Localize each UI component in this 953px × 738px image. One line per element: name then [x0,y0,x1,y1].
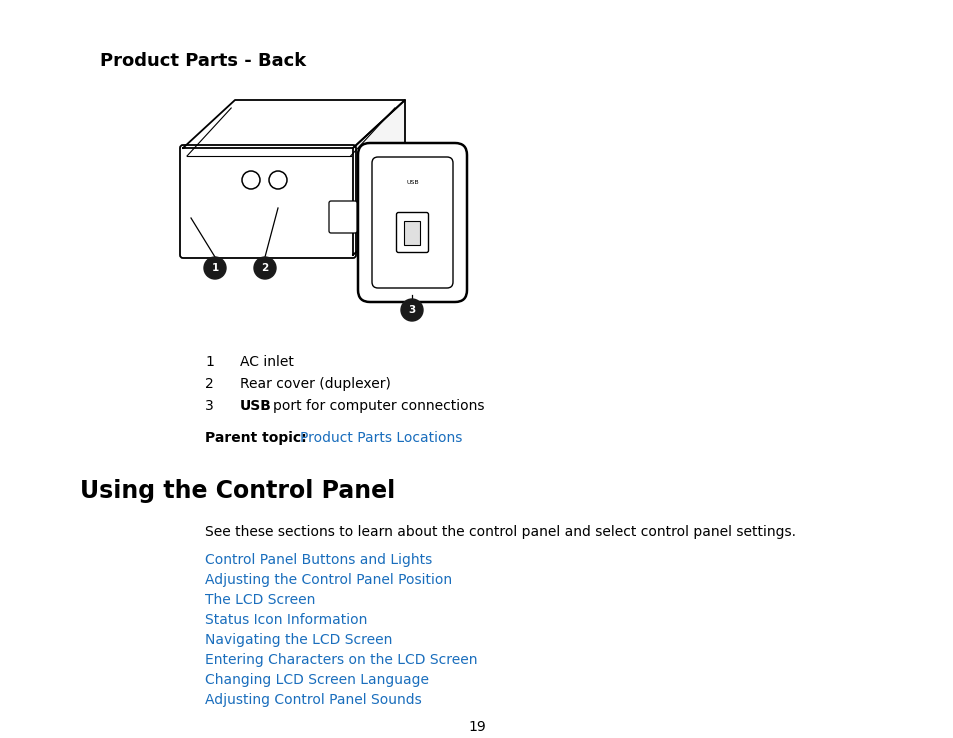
Text: 2: 2 [261,263,269,273]
Text: USB: USB [240,399,272,413]
Text: AC inlet: AC inlet [240,355,294,369]
FancyBboxPatch shape [396,213,428,252]
Polygon shape [353,100,405,255]
Circle shape [204,257,226,279]
FancyBboxPatch shape [404,221,420,244]
Circle shape [253,257,275,279]
Text: 2: 2 [205,377,213,391]
Text: Navigating the LCD Screen: Navigating the LCD Screen [205,633,392,647]
Text: 3: 3 [408,305,416,315]
Text: The LCD Screen: The LCD Screen [205,593,315,607]
Text: Control Panel Buttons and Lights: Control Panel Buttons and Lights [205,553,432,567]
Polygon shape [183,100,405,148]
Text: See these sections to learn about the control panel and select control panel set: See these sections to learn about the co… [205,525,795,539]
Circle shape [400,299,422,321]
Text: 19: 19 [468,720,485,734]
FancyBboxPatch shape [329,201,356,233]
Text: Product Parts Locations: Product Parts Locations [299,431,462,445]
FancyBboxPatch shape [180,145,355,258]
Text: 1: 1 [212,263,218,273]
FancyBboxPatch shape [357,143,467,302]
Text: Using the Control Panel: Using the Control Panel [80,479,395,503]
FancyBboxPatch shape [372,157,453,288]
Text: Rear cover (duplexer): Rear cover (duplexer) [240,377,391,391]
Text: Product Parts - Back: Product Parts - Back [100,52,306,70]
Text: 1: 1 [205,355,213,369]
Text: Adjusting Control Panel Sounds: Adjusting Control Panel Sounds [205,693,421,707]
Text: Parent topic:: Parent topic: [205,431,306,445]
Text: Status Icon Information: Status Icon Information [205,613,367,627]
Text: Changing LCD Screen Language: Changing LCD Screen Language [205,673,429,687]
Text: 3: 3 [205,399,213,413]
Text: USB: USB [406,181,418,185]
Text: port for computer connections: port for computer connections [273,399,484,413]
Text: Entering Characters on the LCD Screen: Entering Characters on the LCD Screen [205,653,477,667]
Text: Adjusting the Control Panel Position: Adjusting the Control Panel Position [205,573,452,587]
